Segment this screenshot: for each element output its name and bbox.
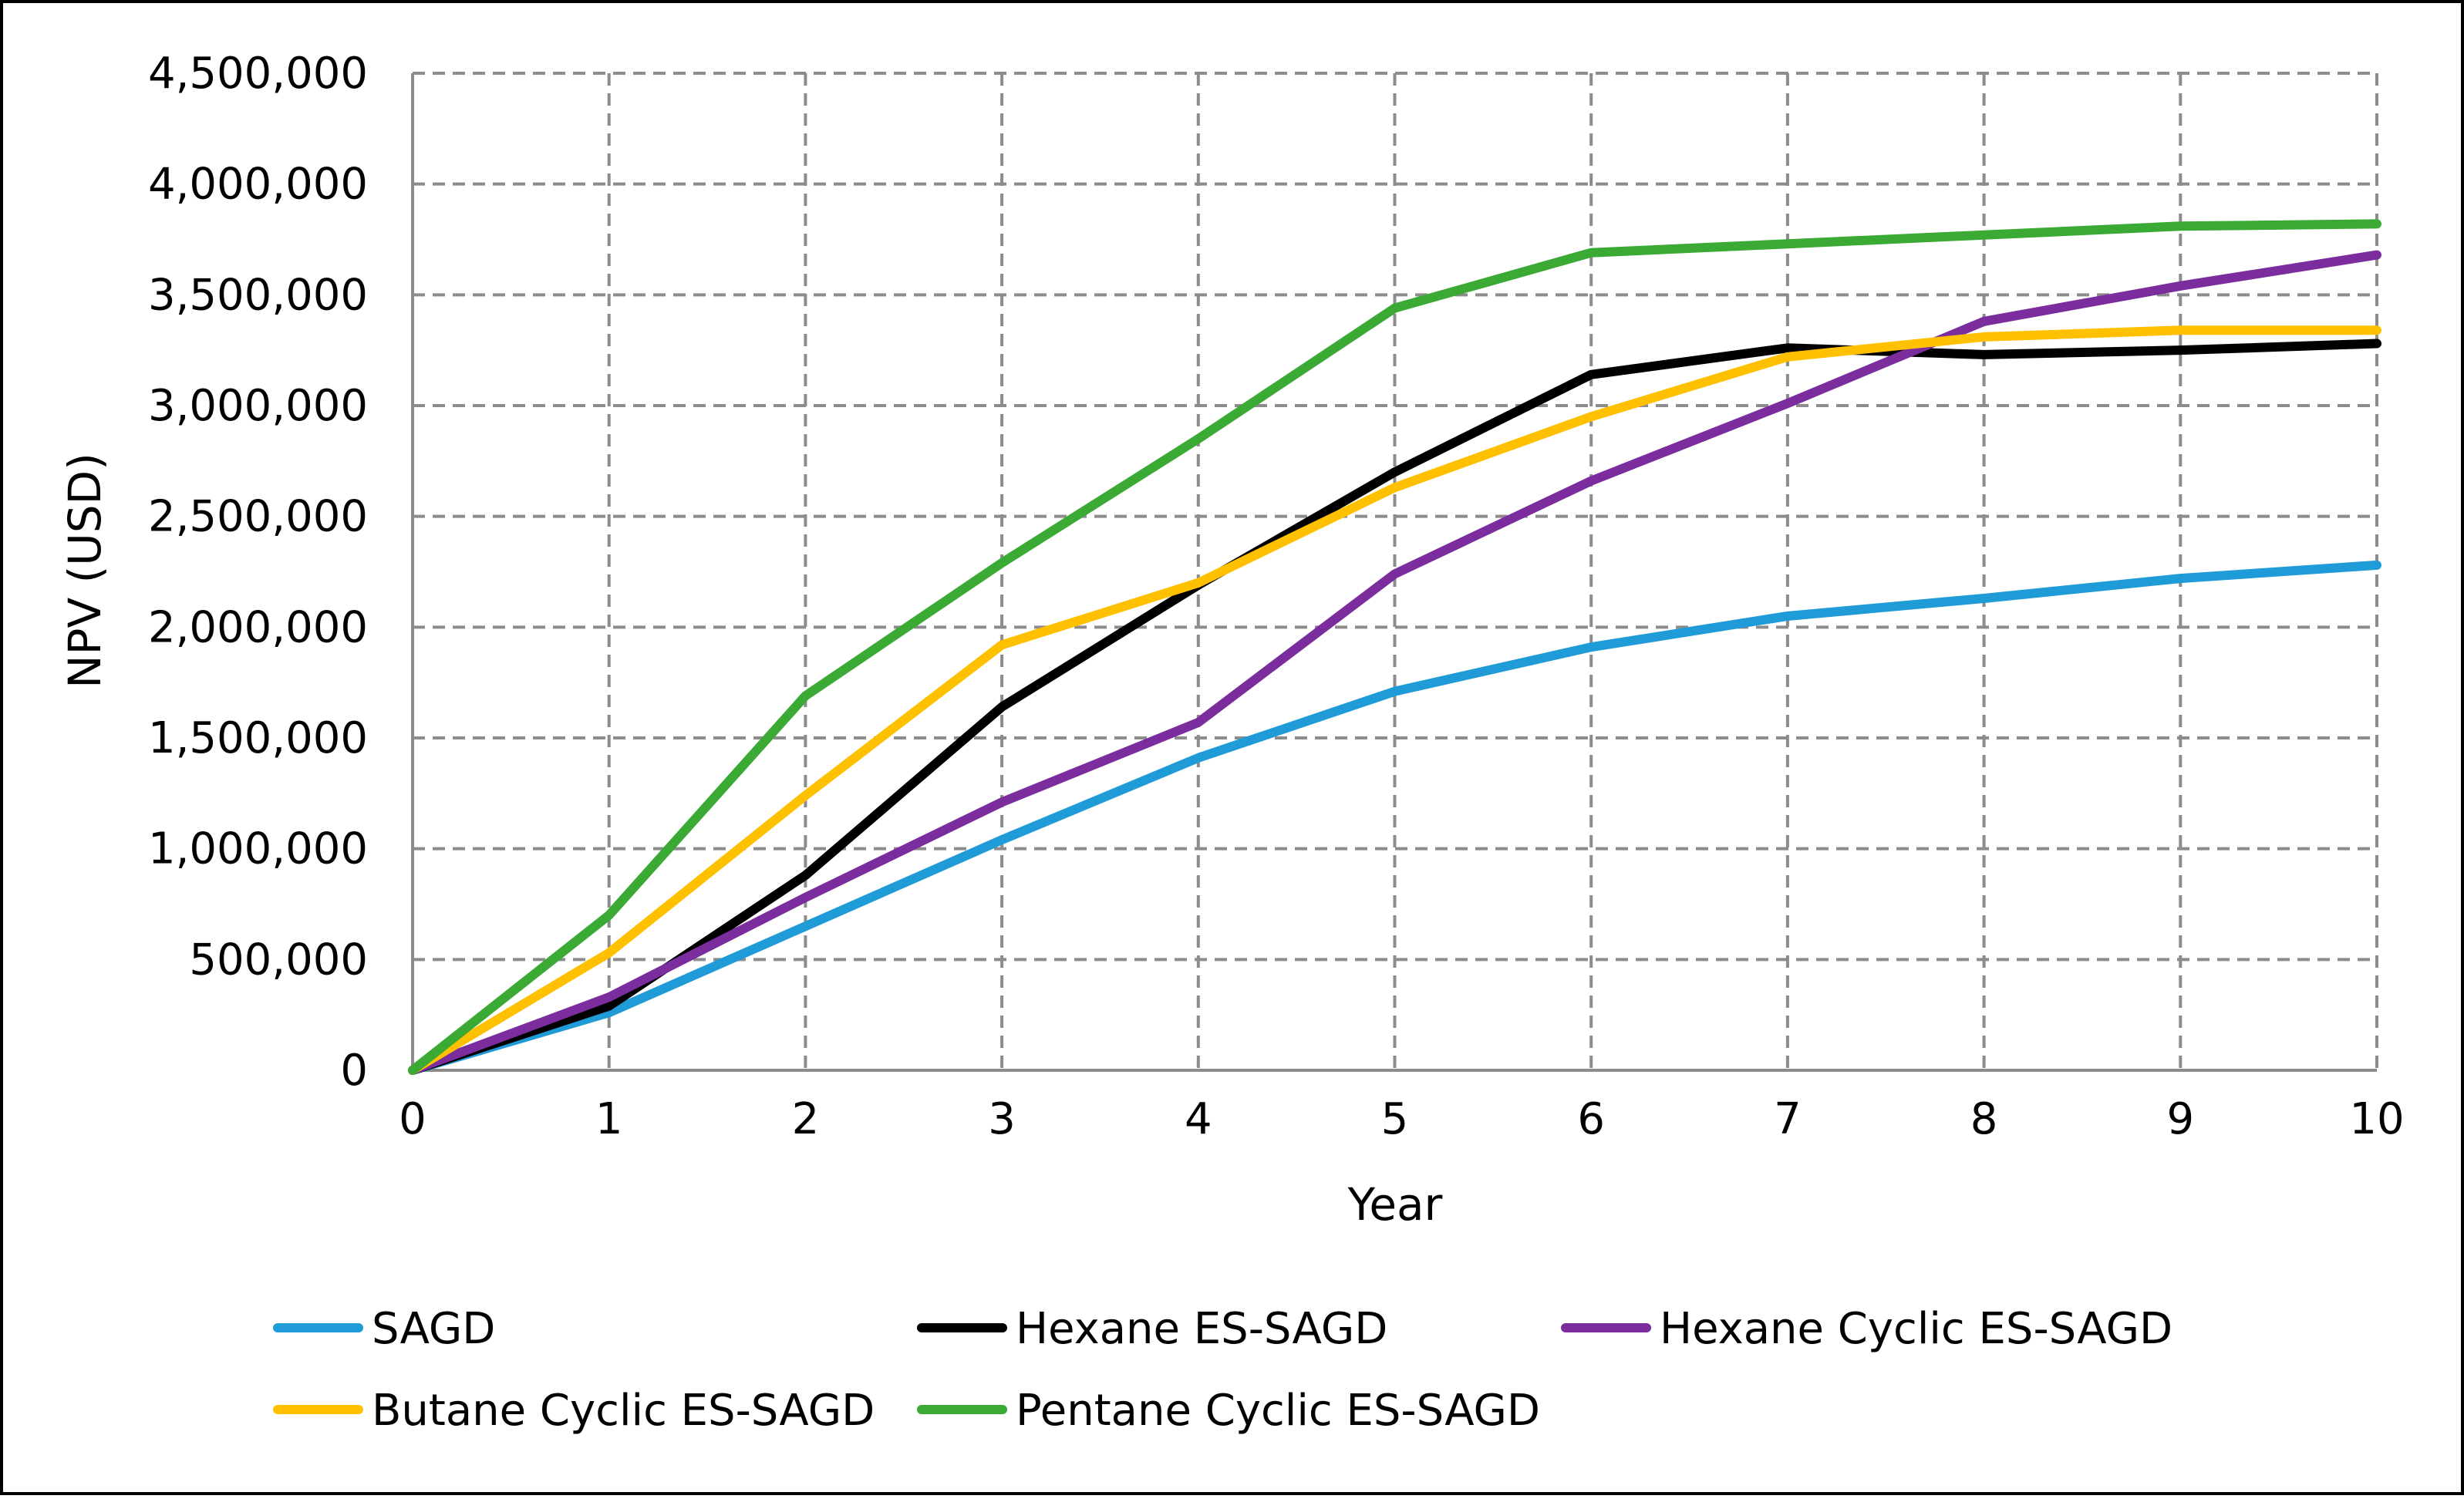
y-tick-label: 2,000,000 xyxy=(148,602,368,652)
y-tick-label: 1,500,000 xyxy=(148,713,368,763)
legend-label-hexane-cyclic-es-sagd: Hexane Cyclic ES-SAGD xyxy=(1660,1304,2172,1354)
series-line-butane-cyclic-es-sagd xyxy=(408,325,2381,1075)
legend-label-hexane-es-sagd: Hexane ES-SAGD xyxy=(1016,1304,1387,1354)
legend-label-sagd: SAGD xyxy=(372,1304,495,1354)
x-axis-title: Year xyxy=(1347,1178,1443,1231)
x-tick-label: 8 xyxy=(1970,1094,1998,1144)
x-tick-label: 10 xyxy=(2349,1094,2404,1144)
x-tick-label: 4 xyxy=(1185,1094,1212,1144)
series-lines xyxy=(408,219,2381,1075)
legend: SAGD Hexane ES-SAGD Hexane Cyclic ES-SAGD B… xyxy=(273,1304,2172,1436)
series-line-sagd xyxy=(408,560,2381,1075)
y-tick-label: 4,000,000 xyxy=(148,160,368,210)
x-tick-label: 3 xyxy=(988,1094,1016,1144)
x-tick-label: 5 xyxy=(1381,1094,1409,1144)
y-tick-label: 0 xyxy=(340,1046,368,1096)
y-axis-title: NPV (USD) xyxy=(59,453,111,689)
tick-labels: 0 500,000 1,000,000 1,500,000 2,000,000 2,500… xyxy=(148,49,2405,1144)
x-tick-label: 6 xyxy=(1577,1094,1605,1144)
series-line-pentane-cyclic-es-sagd xyxy=(408,219,2381,1075)
y-tick-label: 1,000,000 xyxy=(148,824,368,874)
series-line-hexane-es-sagd xyxy=(408,339,2381,1075)
legend-label-pentane-cyclic-es-sagd: Pentane Cyclic ES-SAGD xyxy=(1016,1386,1540,1436)
x-tick-label: 1 xyxy=(595,1094,623,1144)
y-tick-label: 2,500,000 xyxy=(148,492,368,542)
x-tick-label: 7 xyxy=(1774,1094,1802,1144)
x-tick-label: 0 xyxy=(399,1094,426,1144)
legend-label-butane-cyclic-es-sagd: Butane Cyclic ES-SAGD xyxy=(372,1386,875,1436)
series-line-hexane-cyclic-es-sagd xyxy=(408,250,2381,1075)
x-tick-label: 9 xyxy=(2166,1094,2194,1144)
y-tick-label: 3,500,000 xyxy=(148,270,368,320)
x-tick-label: 2 xyxy=(792,1094,820,1144)
y-tick-label: 4,500,000 xyxy=(148,49,368,99)
axes xyxy=(411,73,2377,1072)
y-tick-label: 500,000 xyxy=(189,935,368,985)
y-tick-label: 3,000,000 xyxy=(148,381,368,431)
